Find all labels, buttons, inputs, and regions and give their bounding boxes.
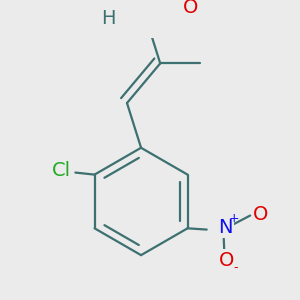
Text: O: O — [219, 250, 234, 269]
Text: Cl: Cl — [52, 161, 71, 180]
Text: -: - — [234, 261, 238, 274]
Text: H: H — [101, 9, 116, 28]
Text: O: O — [253, 205, 268, 224]
Text: O: O — [182, 0, 198, 17]
Text: N: N — [218, 218, 232, 237]
Text: +: + — [229, 212, 239, 225]
